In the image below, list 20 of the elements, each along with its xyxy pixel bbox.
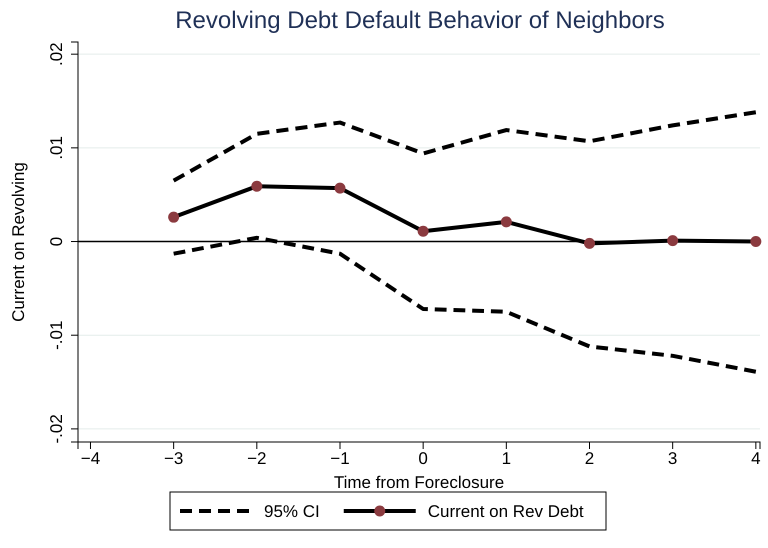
legend-label: Current on Rev Debt	[428, 502, 584, 521]
x-tick-label: −4	[80, 449, 100, 468]
y-tick-label: .01	[47, 136, 66, 160]
line-series	[172, 110, 758, 183]
x-tick-label: 3	[668, 449, 678, 468]
chart-title: Revolving Debt Default Behavior of Neighbors	[175, 7, 665, 34]
y-tick-label: .02	[47, 42, 66, 66]
x-tick-label: 2	[584, 449, 594, 468]
y-tick-label: 0	[47, 236, 66, 246]
y-tick-label: -.01	[47, 320, 66, 350]
x-tick-label: 4	[751, 449, 761, 468]
legend-label: 95% CI	[264, 502, 320, 521]
x-axis-title: Time from Foreclosure	[334, 473, 504, 492]
x-tick-label: −1	[330, 449, 350, 468]
x-tick-label: −2	[247, 449, 267, 468]
x-tick-label: −3	[164, 449, 184, 468]
x-tick-label: 1	[502, 449, 512, 468]
y-axis-title: Current on Revolving	[9, 162, 28, 322]
y-tick-label: -.02	[47, 414, 66, 444]
x-tick-label: 0	[418, 449, 428, 468]
